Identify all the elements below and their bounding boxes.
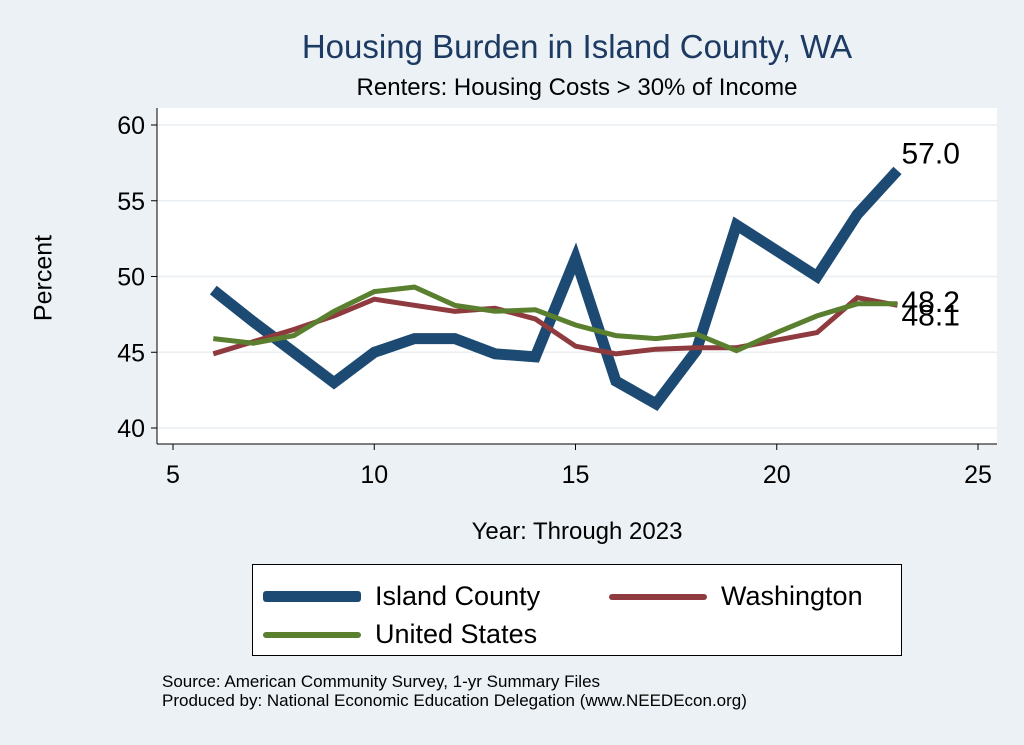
source-notes: Source: American Community Survey, 1-yr … (162, 672, 747, 710)
y-tick-label: 50 (117, 264, 145, 292)
x-tick-label: 10 (360, 461, 388, 489)
y-tick-label: 55 (117, 188, 145, 216)
x-tick-label: 15 (562, 461, 590, 489)
legend-label-island-county: Island County (375, 581, 541, 611)
line-chart: 40 45 50 55 60 5 10 15 20 25 57.0 48.148.2 (117, 108, 997, 489)
end-label-washington: 48.1 (902, 299, 960, 332)
y-tick-label: 60 (117, 112, 145, 140)
legend-item-united-states: United States (263, 619, 537, 650)
x-tick-label: 5 (166, 461, 180, 489)
source-note: Source: American Community Survey, 1-yr … (162, 672, 601, 691)
producer-note: Produced by: National Economic Education… (162, 691, 747, 710)
x-axis-label: Year: Through 2023 (471, 518, 683, 545)
chart-subtitle: Renters: Housing Costs > 30% of Income (356, 74, 798, 101)
end-label-island-county: 57.0 (902, 137, 960, 170)
y-tick-label: 40 (117, 415, 145, 443)
x-tick-label: 25 (964, 461, 992, 489)
legend-swatch-washington (609, 593, 707, 600)
y-tick-label: 45 (117, 339, 145, 367)
legend-label-washington: Washington (721, 581, 863, 611)
x-tick-label: 20 (763, 461, 791, 489)
series-line-united-states (213, 284, 898, 354)
series-line-island-county (209, 166, 902, 411)
legend-swatch-united-states (263, 631, 361, 638)
legend: Island County Washington United States (252, 564, 902, 656)
chart-title: Housing Burden in Island County, WA (301, 28, 853, 65)
legend-swatch-island-county (263, 591, 361, 602)
legend-label-united-states: United States (375, 619, 538, 649)
legend-item-island-county: Island County (263, 581, 540, 612)
legend-item-washington: Washington (609, 581, 863, 612)
end-label-united-states: 48.2 (902, 286, 960, 319)
